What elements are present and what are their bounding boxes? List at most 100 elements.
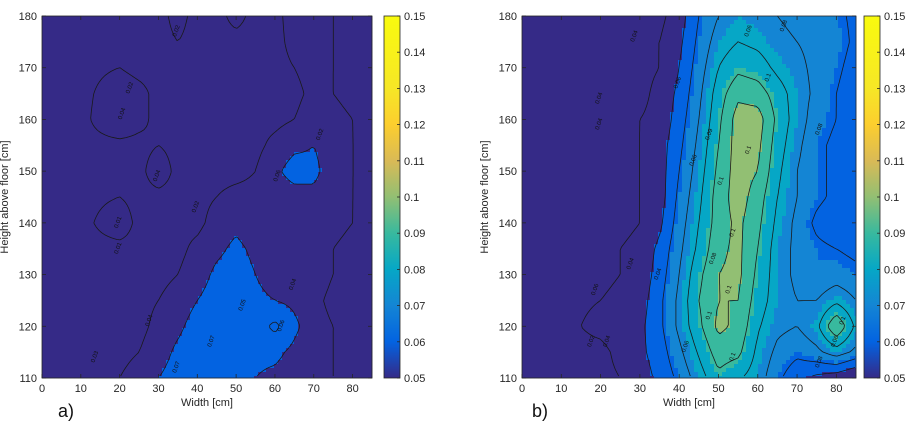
contour-cell: [186, 244, 191, 249]
contour-cell: [250, 288, 255, 293]
contour-cell: [194, 364, 199, 369]
contour-cell: [146, 152, 151, 157]
contour-cell: [94, 80, 99, 85]
contour-cell: [170, 24, 175, 29]
contour-cell: [122, 72, 127, 77]
contour-cell: [42, 176, 47, 181]
contour-cell: [58, 260, 63, 265]
contour-cell: [170, 244, 175, 249]
contour-cell: [46, 276, 51, 281]
contour-cell: [170, 136, 175, 141]
contour-cell: [62, 80, 67, 85]
contour-cell: [202, 168, 207, 173]
contour-cell: [218, 292, 223, 297]
contour-cell: [46, 72, 51, 77]
contour-cell: [58, 208, 63, 213]
contour-cell: [162, 252, 167, 257]
contour-cell: [254, 276, 259, 281]
contour-cell: [106, 80, 111, 85]
contour-cell: [170, 56, 175, 61]
contour-cell: [114, 304, 119, 309]
contour-cell: [194, 224, 199, 229]
contour-cell: [110, 32, 115, 37]
contour-cell: [62, 88, 67, 93]
contour-cell: [62, 280, 67, 285]
contour-cell: [226, 288, 231, 293]
contour-cell: [242, 120, 247, 125]
contour-cell: [178, 300, 183, 305]
contour-cell: [146, 48, 151, 53]
contour-cell: [50, 300, 55, 305]
contour-cell: [134, 284, 139, 289]
contour-cell: [46, 220, 51, 225]
contour-cell: [70, 196, 75, 201]
contour-cell: [78, 356, 83, 361]
contour-cell: [162, 64, 167, 69]
contour-cell: [250, 136, 255, 141]
contour-cell: [86, 220, 91, 225]
contour-cell: [250, 332, 255, 337]
contour-cell: [82, 164, 87, 169]
contour-cell: [170, 128, 175, 133]
contour-cell: [66, 160, 71, 165]
contour-cell: [162, 308, 167, 313]
contour-cell: [186, 160, 191, 165]
contour-cell: [234, 88, 239, 93]
contour-cell: [230, 80, 235, 85]
contour-cell: [102, 276, 107, 281]
contour-cell: [178, 336, 183, 341]
contour-cell: [158, 344, 163, 349]
contour-cell: [146, 236, 151, 241]
contour-cell: [214, 204, 219, 209]
contour-cell: [82, 176, 87, 181]
contour-cell: [42, 264, 47, 269]
contour-cell: [254, 284, 259, 289]
contour-cell: [106, 16, 111, 21]
contour-cell: [166, 372, 171, 377]
contour-cell: [190, 116, 195, 121]
contour-cell: [170, 332, 175, 337]
contour-cell: [214, 136, 219, 141]
contour-cell: [86, 56, 91, 61]
contour-cell: [62, 248, 67, 253]
contour-cell: [142, 140, 147, 145]
contour-cell: [58, 376, 63, 379]
contour-cell: [190, 88, 195, 93]
contour-cell: [74, 260, 79, 265]
contour-cell: [126, 200, 131, 205]
contour-cell: [226, 364, 231, 369]
contour-cell: [106, 344, 111, 349]
contour-cell: [230, 104, 235, 109]
contour-cell: [54, 356, 59, 361]
contour-cell: [66, 272, 71, 277]
contour-cell: [186, 220, 191, 225]
contour-cell: [230, 36, 235, 41]
contour-cell: [78, 340, 83, 345]
contour-cell: [62, 172, 67, 177]
contour-cell: [118, 224, 123, 229]
contour-cell: [142, 56, 147, 61]
contour-cell: [90, 292, 95, 297]
contour-cell: [126, 280, 131, 285]
contour-cell: [122, 48, 127, 53]
contour-cell: [150, 52, 155, 57]
contour-cell: [46, 232, 51, 237]
contour-cell: [54, 272, 59, 277]
contour-cell: [46, 336, 51, 341]
contour-cell: [50, 100, 55, 105]
contour-cell: [194, 132, 199, 137]
contour-cell: [150, 56, 155, 61]
contour-cell: [242, 72, 247, 77]
contour-cell: [166, 296, 171, 301]
contour-cell: [70, 84, 75, 89]
contour-cell: [110, 264, 115, 269]
contour-cell: [254, 120, 259, 125]
contour-cell: [190, 144, 195, 149]
contour-cell: [94, 184, 99, 189]
contour-cell: [82, 336, 87, 341]
contour-cell: [102, 284, 107, 289]
contour-cell: [66, 84, 71, 89]
contour-cell: [58, 320, 63, 325]
contour-cell: [58, 60, 63, 65]
contour-cell: [70, 96, 75, 101]
